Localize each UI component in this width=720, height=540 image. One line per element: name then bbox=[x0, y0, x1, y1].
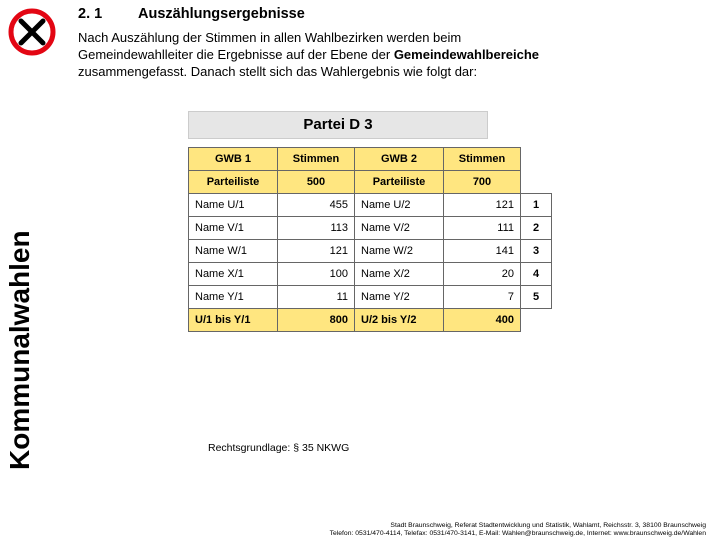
cell-i: 3 bbox=[521, 239, 552, 262]
cell-i: 1 bbox=[521, 193, 552, 216]
hdr-gwb2: GWB 2 bbox=[355, 147, 444, 170]
cell-v1: 11 bbox=[278, 285, 355, 308]
ballot-cross-icon bbox=[8, 8, 56, 56]
cell-v1: 113 bbox=[278, 216, 355, 239]
table-row: Name W/1 121 Name W/2 141 3 bbox=[189, 239, 552, 262]
pl-b: Parteiliste bbox=[355, 170, 444, 193]
para-line3: zusammengefasst. Danach stellt sich das … bbox=[78, 64, 477, 79]
cell-i: 2 bbox=[521, 216, 552, 239]
para-bold: Gemeindewahlbereiche bbox=[394, 47, 539, 62]
cell-n1: Name X/1 bbox=[189, 262, 278, 285]
table-wrap: Partei D 3 GWB 1 Stimmen GWB 2 Stimmen P… bbox=[188, 111, 708, 332]
footer-line2: Telefon: 0531/470-4114, Telefax: 0531/47… bbox=[330, 530, 706, 538]
cell-n1: Name U/1 bbox=[189, 193, 278, 216]
legal-basis: Rechtsgrundlage: § 35 NKWG bbox=[208, 442, 708, 454]
footer-line1: Stadt Braunschweig, Referat Stadtentwick… bbox=[330, 522, 706, 530]
section-heading: 2. 1 Auszählungsergebnisse bbox=[78, 6, 708, 22]
cell-n2: Name W/2 bbox=[355, 239, 444, 262]
table-row: Name Y/1 11 Name Y/2 7 5 bbox=[189, 285, 552, 308]
sum-b: U/2 bis Y/2 bbox=[355, 308, 444, 331]
section-number: 2. 1 bbox=[78, 6, 138, 22]
cell-n2: Name U/2 bbox=[355, 193, 444, 216]
cell-i: 4 bbox=[521, 262, 552, 285]
table-row: Name V/1 113 Name V/2 111 2 bbox=[189, 216, 552, 239]
sum-a: U/1 bis Y/1 bbox=[189, 308, 278, 331]
cell-v2: 20 bbox=[444, 262, 521, 285]
hdr-st1: Stimmen bbox=[278, 147, 355, 170]
pl-a: Parteiliste bbox=[189, 170, 278, 193]
cell-n1: Name W/1 bbox=[189, 239, 278, 262]
hdr-gwb1: GWB 1 bbox=[189, 147, 278, 170]
cell-n2: Name V/2 bbox=[355, 216, 444, 239]
cell-v1: 455 bbox=[278, 193, 355, 216]
sidebar-label: Kommunalwahlen bbox=[4, 230, 36, 470]
table-row: Name U/1 455 Name U/2 121 1 bbox=[189, 193, 552, 216]
pl-av: 500 bbox=[278, 170, 355, 193]
table-row: Name X/1 100 Name X/2 20 4 bbox=[189, 262, 552, 285]
cell-i: 5 bbox=[521, 285, 552, 308]
sum-bv: 400 bbox=[444, 308, 521, 331]
cell-v2: 7 bbox=[444, 285, 521, 308]
cell-v1: 121 bbox=[278, 239, 355, 262]
intro-paragraph: Nach Auszählung der Stimmen in allen Wah… bbox=[78, 30, 638, 81]
cell-n1: Name Y/1 bbox=[189, 285, 278, 308]
cell-v2: 141 bbox=[444, 239, 521, 262]
content: 2. 1 Auszählungsergebnisse Nach Auszählu… bbox=[78, 6, 708, 534]
cell-v1: 100 bbox=[278, 262, 355, 285]
footer: Stadt Braunschweig, Referat Stadtentwick… bbox=[330, 522, 706, 538]
para-line2a: Gemeindewahlleiter die Ergebnisse auf de… bbox=[78, 47, 394, 62]
hdr-st2: Stimmen bbox=[444, 147, 521, 170]
pl-bv: 700 bbox=[444, 170, 521, 193]
table-header-row: GWB 1 Stimmen GWB 2 Stimmen bbox=[189, 147, 552, 170]
partei-header: Partei D 3 bbox=[188, 111, 488, 139]
cell-v2: 121 bbox=[444, 193, 521, 216]
cell-n2: Name X/2 bbox=[355, 262, 444, 285]
table-parteiliste-row: Parteiliste 500 Parteiliste 700 bbox=[189, 170, 552, 193]
sum-av: 800 bbox=[278, 308, 355, 331]
cell-n2: Name Y/2 bbox=[355, 285, 444, 308]
para-line1: Nach Auszählung der Stimmen in allen Wah… bbox=[78, 30, 461, 45]
table-sum-row: U/1 bis Y/1 800 U/2 bis Y/2 400 bbox=[189, 308, 552, 331]
cell-n1: Name V/1 bbox=[189, 216, 278, 239]
sidebar: Kommunalwahlen bbox=[0, 0, 65, 540]
cell-v2: 111 bbox=[444, 216, 521, 239]
section-title: Auszählungsergebnisse bbox=[138, 6, 305, 22]
results-table: GWB 1 Stimmen GWB 2 Stimmen Parteiliste … bbox=[188, 147, 552, 332]
